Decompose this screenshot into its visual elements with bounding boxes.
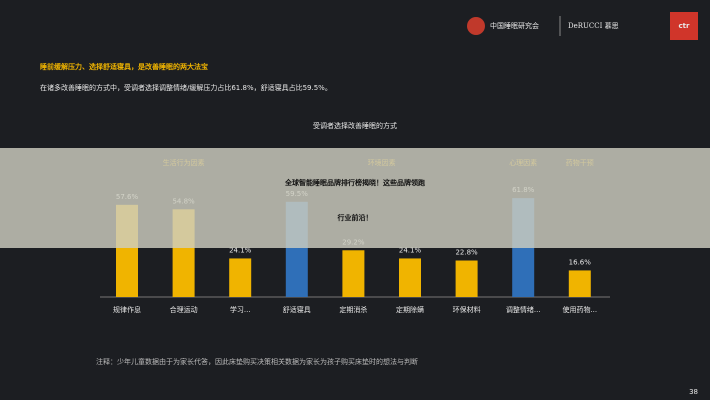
footnote: 注释：少年儿童数据由于为家长代答，因此床垫购买决策相关数据为家长为孩子购买床垫时…: [96, 357, 418, 366]
value-label: 16.6%: [569, 258, 592, 266]
x-tick-label: 使用药物...: [562, 305, 597, 314]
banner: [0, 148, 710, 248]
banner-line: 行业前沿！: [337, 213, 373, 222]
x-tick-label: 定期除螨: [396, 305, 424, 314]
subheading: 在诸多改善睡眠的方式中，受调者选择调整情绪/缓解压力占比61.8%，舒适寝具占比…: [40, 83, 332, 92]
ctr-logo: ctr: [679, 22, 690, 30]
bar: [399, 258, 421, 297]
chart-title: 受调者选择改善睡眠的方式: [313, 121, 397, 130]
org-logo-icon: [467, 17, 485, 35]
x-tick-label: 舒适寝具: [283, 305, 311, 314]
brand-logo: DeRUCCI 慕思: [568, 21, 619, 30]
x-tick-label: 定期消杀: [339, 305, 367, 314]
bar: [568, 270, 591, 297]
value-label: 24.1%: [229, 246, 252, 254]
x-tick-label: 规律作息: [113, 305, 141, 314]
heading: 睡前缓解压力、选择舒适寝具，是改善睡眠的两大法宝: [40, 62, 208, 71]
x-tick-label: 环保材料: [453, 305, 481, 314]
value-label: 22.8%: [455, 249, 478, 257]
x-tick-label: 合理运动: [170, 305, 198, 314]
org-logo: 中国睡眠研究会: [490, 21, 539, 30]
bar: [229, 258, 252, 297]
ctr-logo-box: [670, 12, 698, 40]
banner-line: 全球智能睡眠品牌排行榜揭晓！这些品牌领跑: [284, 178, 425, 187]
x-tick-label: 学习...: [230, 305, 251, 314]
bar: [455, 260, 478, 297]
value-label: 24.1%: [399, 246, 422, 254]
page-number: 38: [689, 388, 698, 396]
x-tick-label: 调整情绪...: [506, 305, 541, 314]
bar: [342, 250, 365, 297]
